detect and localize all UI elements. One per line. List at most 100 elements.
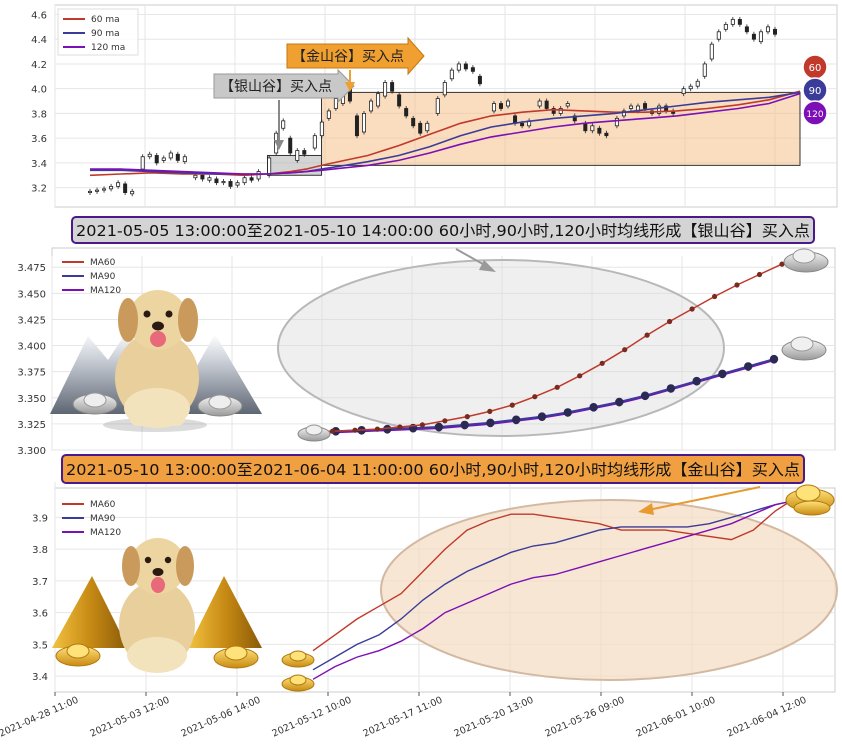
y-tick-label: 3.8 [31,109,47,120]
mid-point-ma90 [434,422,444,432]
mid-point-ma90 [640,391,650,400]
candle-body [520,122,525,127]
candle-body [506,100,511,107]
mid-point-ma60 [464,414,470,420]
mid-point-ma60 [374,426,380,432]
mid-point-ma60 [352,427,358,433]
y-tick-label: 3.475 [17,263,46,274]
bot-series-line-ma120 [312,500,791,680]
candle-body [565,103,570,107]
candle-body [182,156,187,163]
candle-body [109,185,114,190]
top-candlestick-panel: 3.2 3.4 3.6 3.8 4.0 4.2 4.4 4.6 60 ma 90 ma 120… [31,4,838,208]
mid-legend: MA60 MA90 MA120 [62,258,121,296]
candle-body [737,19,742,25]
badge-120-label: 120 [806,110,823,120]
mid-point-ma90 [666,384,676,393]
candle-body [544,100,549,109]
gold-arrow [638,486,761,515]
y-tick-label: 4.2 [31,60,47,71]
mid-point-ma60 [442,418,448,424]
candle-body [95,189,100,192]
top-y-axis: 3.2 3.4 3.6 3.8 4.0 4.2 4.4 4.6 [31,10,47,194]
candle-body [621,110,626,117]
candle-body [397,94,402,107]
silver-arrow [455,248,496,272]
bot-series-line-ma60 [312,500,791,652]
candle-body [730,19,735,25]
gold-ingot-icon [281,674,315,692]
candle-body [200,174,205,180]
candle-body [716,31,721,40]
candle-body [558,108,563,114]
candle-body [773,28,778,35]
silver-ellipse [277,259,725,437]
candle-body [354,115,359,137]
y-tick-label: 3.5 [32,640,48,651]
y-tick-label: 3.4 [31,159,47,170]
candle-body [302,150,307,155]
bot-y-axis: 3.4 3.5 3.6 3.7 3.8 3.9 [32,513,48,683]
candle-body [411,117,416,127]
candle-body [463,63,468,70]
mid-point-ma60 [532,394,538,400]
candle-body [295,150,300,161]
legend-label-mid-ma90: MA90 [90,272,116,282]
candle-body [643,103,648,109]
candle-body [765,26,770,33]
candle-body [681,88,686,95]
candle-body [583,122,588,132]
gold-valley-box [321,91,801,166]
gold-valley-annotation: 【金山谷】买入点 [286,36,425,92]
x-tick-label: 2021-06-01 10:00 [635,695,718,740]
mid-point-ma60 [689,306,695,312]
legend-label-60ma: 60 ma [91,15,120,25]
x-tick-label: 2021-05-17 11:00 [362,695,445,740]
candle-body [319,121,324,137]
mid-point-ma90 [563,408,572,417]
candle-body [88,190,93,193]
candle-body [376,93,381,107]
candle-body [154,155,159,164]
top-ma-lines [89,90,801,177]
candle-body [193,174,198,179]
top-legend: 60 ma 90 ma 120 ma [57,8,139,56]
gold-ingot-icon [785,484,835,516]
mid-point-ma90 [460,420,469,430]
mid-point-ma90 [615,397,624,407]
candle-body [537,100,542,107]
candle-body [242,177,247,184]
y-tick-label: 3.8 [32,545,48,556]
candle-body [491,103,496,112]
y-tick-label: 3.4 [32,672,48,683]
bot-series-line-ma90 [312,500,791,671]
candle-body [361,113,366,133]
legend-label-120ma: 120 ma [91,43,125,53]
top-candles [88,16,778,197]
candle-body [418,122,423,134]
candle-body [404,108,409,117]
mid-point-ma90 [718,369,727,378]
silver-mountain-dog-illustration [50,290,262,432]
candle-body [312,135,317,149]
mid-point-ma60 [487,408,493,414]
top-series-line-90ma [90,91,801,175]
mid-point-ma60 [419,422,425,428]
x-tick-label: 2021-04-28 11:00 [0,695,80,740]
candle-body [695,80,700,87]
y-tick-label: 3.9 [32,513,48,524]
bot-legend: MA60 MA90 MA120 [62,500,121,538]
top-valley-boxes [267,91,801,176]
mid-point-ma90 [512,415,521,424]
x-tick-label: 2021-05-26 09:00 [544,695,627,740]
y-tick-label: 3.375 [17,368,46,379]
mid-point-ma60 [667,318,673,325]
mid-point-ma90 [769,354,779,364]
silver-title-text: 2021-05-05 13:00:00至2021-05-10 14:00:00 … [76,222,810,240]
candle-body [116,182,121,187]
gold-ellipse [380,499,838,681]
badge-90-label: 90 [809,86,822,97]
candle-body [709,43,714,60]
legend-label-mid-ma60: MA60 [90,258,116,268]
mid-point-ma60 [599,360,605,366]
